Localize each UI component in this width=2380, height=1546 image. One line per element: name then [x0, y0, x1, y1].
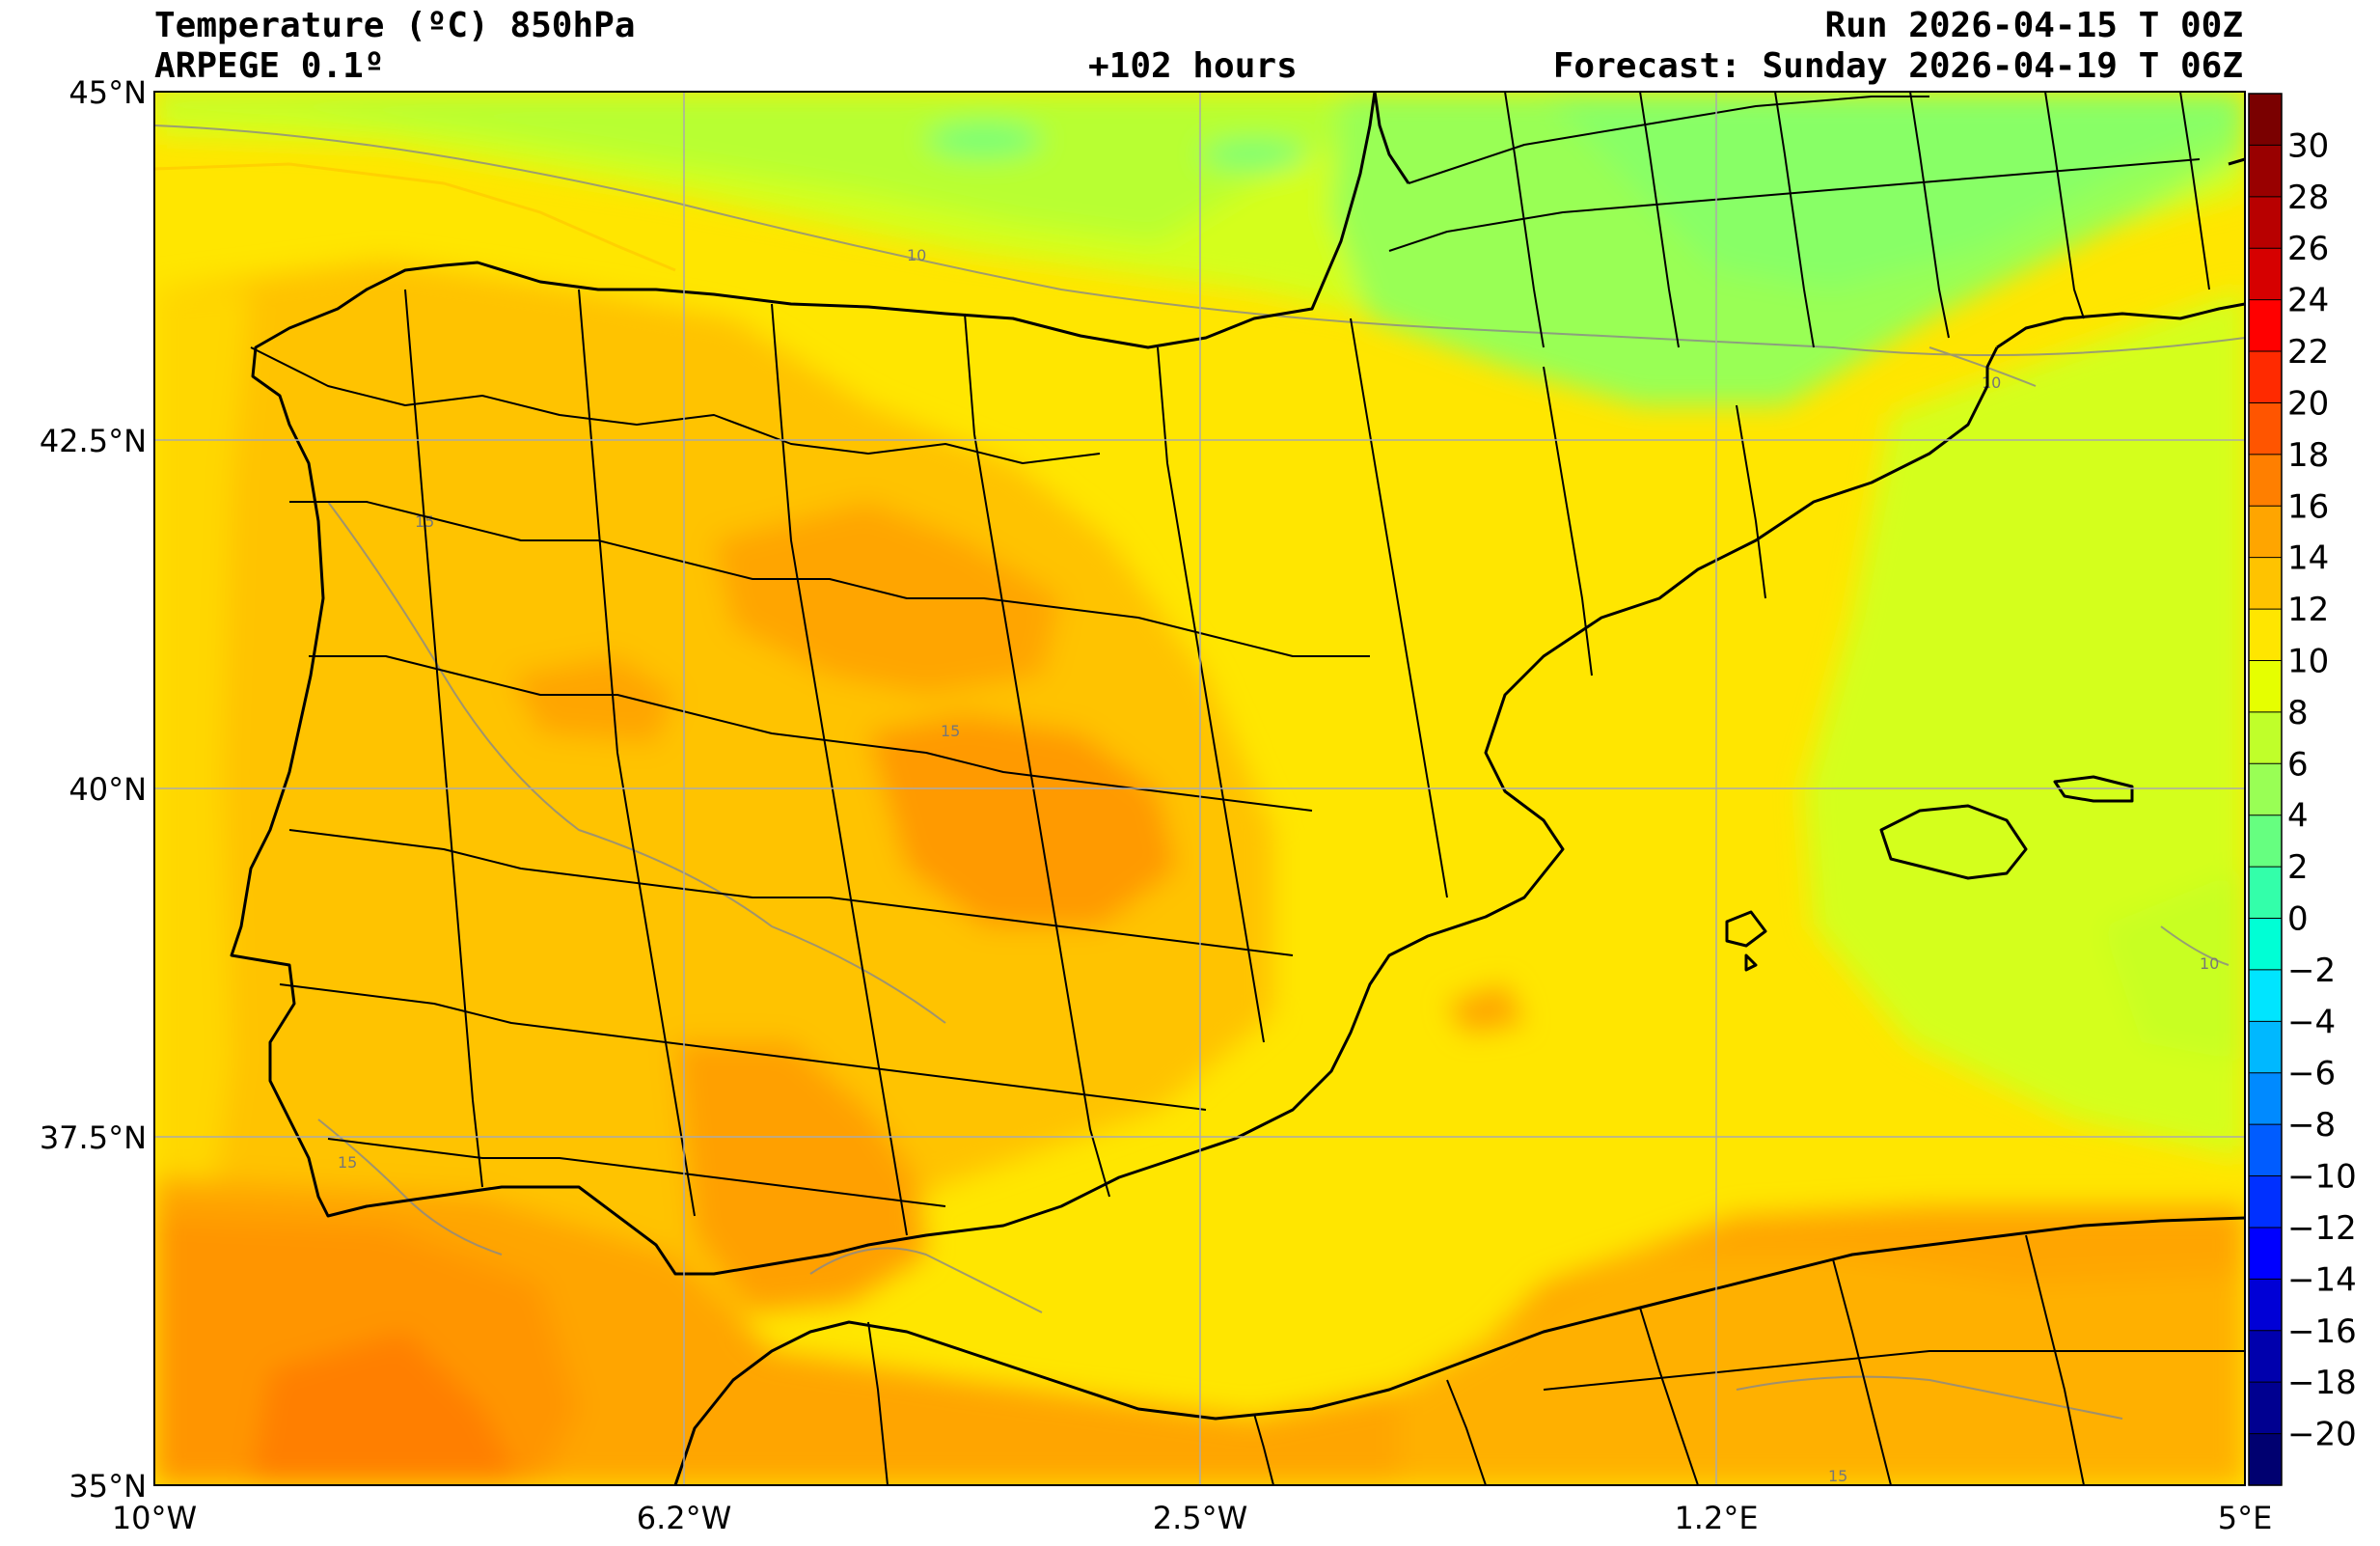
colorbar-swatch: [2249, 351, 2282, 404]
lat-label: 42.5°N: [40, 423, 147, 459]
colorbar-label: 16: [2287, 487, 2329, 526]
colorbar-swatch: [2249, 1124, 2282, 1177]
isotherms: [154, 124, 2245, 1420]
map-frame: [153, 91, 2246, 1486]
colorbar-swatch: [2249, 454, 2282, 507]
admin-borders: [250, 92, 2245, 1485]
colorbar-swatch: [2249, 1279, 2282, 1332]
colorbar-label: 8: [2287, 694, 2309, 732]
colorbar-label: −20: [2287, 1416, 2357, 1454]
coastlines: [230, 92, 2245, 1485]
lat-label: 45°N: [68, 74, 147, 111]
model-label: ARPEGE 0.1º: [154, 46, 385, 86]
colorbar-swatch: [2249, 1072, 2282, 1125]
contour-label: 15: [941, 722, 960, 740]
contour-label: 10: [907, 246, 926, 264]
colorbar-swatch: [2249, 918, 2282, 971]
colorbar-swatch: [2249, 814, 2282, 868]
lat-axis: 45°N 42.5°N 40°N 37.5°N 35°N: [40, 74, 147, 1505]
colorbar-swatch: [2249, 94, 2282, 147]
forecast-label: Forecast: Sunday 2026-04-19 T 06Z: [1552, 46, 2243, 86]
colorbar-label: −16: [2287, 1312, 2357, 1351]
colorbar-swatch: [2249, 1382, 2282, 1435]
colorbar-label: 18: [2287, 436, 2329, 475]
colorbar-swatch: [2249, 1021, 2282, 1074]
colorbar-label: 6: [2287, 745, 2309, 784]
colorbar-swatch: [2249, 1433, 2282, 1486]
lon-label: 10°W: [112, 1500, 197, 1536]
colorbar-swatch: [2249, 969, 2282, 1022]
colorbar-label: −12: [2287, 1209, 2357, 1248]
lon-label: 5°E: [2218, 1500, 2273, 1536]
colorbar-swatch: [2249, 557, 2282, 610]
lat-label: 37.5°N: [40, 1119, 147, 1156]
lon-label: 2.5°W: [1153, 1500, 1248, 1536]
lon-label: 6.2°W: [637, 1500, 732, 1536]
colorbar-label: −14: [2287, 1260, 2357, 1299]
contour-label: 15: [1828, 1467, 1847, 1485]
colorbar-swatch: [2249, 196, 2282, 249]
lon-axis: 10°W 6.2°W 2.5°W 1.2°E 5°E: [112, 1500, 2272, 1536]
colorbar-label: 28: [2287, 179, 2329, 217]
colorbar-label: −6: [2287, 1055, 2336, 1093]
colorbar-label: 4: [2287, 797, 2309, 836]
colorbar-label: 26: [2287, 230, 2329, 268]
contour-label: 15: [338, 1153, 357, 1172]
colorbar-label: −10: [2287, 1158, 2357, 1197]
colorbar-swatch: [2249, 867, 2282, 920]
run-label: Run 2026-04-15 T 00Z: [1824, 6, 2243, 45]
colorbar-swatch: [2249, 1175, 2282, 1229]
colorbar-swatch: [2249, 402, 2282, 456]
colorbar-label: 12: [2287, 591, 2329, 629]
gridlines: [154, 92, 2245, 1485]
colorbar-swatch: [2249, 299, 2282, 352]
contour-label: 10: [2200, 954, 2219, 973]
colorbar-frame: [2248, 93, 2283, 1486]
colorbar-label: 14: [2287, 539, 2329, 578]
colorbar-swatch: [2249, 1227, 2282, 1280]
colorbar-swatch: [2249, 660, 2282, 713]
colorbar-swatch: [2249, 145, 2282, 198]
colorbar-swatch: [2249, 248, 2282, 301]
colorbar-label: 10: [2287, 642, 2329, 680]
colorbar-label: 2: [2287, 848, 2309, 887]
colorbar-label: 24: [2287, 282, 2329, 320]
colorbar-label: −8: [2287, 1106, 2336, 1145]
colorbar-label: −18: [2287, 1364, 2357, 1402]
colorbar-label: 20: [2287, 384, 2329, 423]
colorbar-label: −4: [2287, 1003, 2336, 1041]
lon-label: 1.2°E: [1674, 1500, 1758, 1536]
colorbar-label: 30: [2287, 126, 2329, 165]
colorbar-label: −2: [2287, 952, 2336, 990]
colorbar-label: 22: [2287, 333, 2329, 372]
colorbar: 302826242220181614121086420−2−4−6−8−10−1…: [2248, 93, 2357, 1486]
colorbar-swatch: [2249, 763, 2282, 816]
colorbar-swatch: [2249, 711, 2282, 764]
colorbar-swatch: [2249, 609, 2282, 662]
colorbar-swatch: [2249, 1330, 2282, 1383]
lat-label: 40°N: [68, 771, 147, 808]
lat-label: 35°N: [68, 1468, 147, 1505]
lead-time-label: +102 hours: [1088, 46, 1298, 86]
colorbar-label: 0: [2287, 900, 2309, 939]
colorbar-swatch: [2249, 506, 2282, 559]
map-title: Temperature (ºC) 850hPa: [154, 6, 636, 45]
